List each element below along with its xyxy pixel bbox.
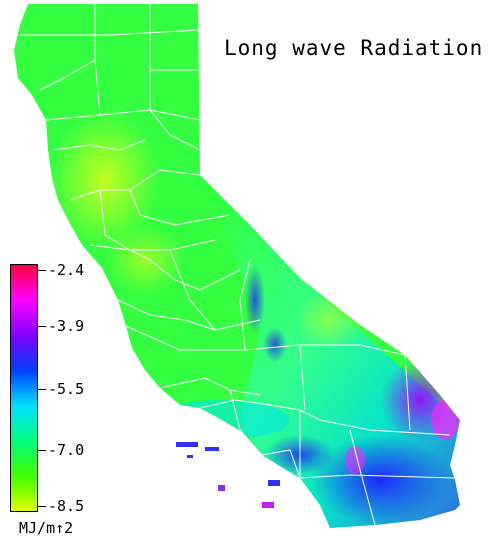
legend-label: -3.9 <box>48 317 85 335</box>
legend-tick <box>38 389 46 390</box>
color-scale-bar <box>10 264 38 512</box>
legend-units: MJ/m↑2 <box>19 519 74 537</box>
county-boundaries <box>20 4 456 526</box>
map-title: Long wave Radiation <box>224 36 484 60</box>
channel-islands <box>176 442 280 508</box>
legend-label-bottom: -8.5 <box>48 497 85 515</box>
legend-label: -5.5 <box>48 380 85 398</box>
radiation-field <box>50 110 460 528</box>
legend-label: -7.0 <box>48 441 85 459</box>
legend-label-top: -2.4 <box>48 261 85 279</box>
legend-tick <box>38 270 46 271</box>
legend-tick <box>38 450 46 451</box>
legend-tick <box>38 326 46 327</box>
legend-tick <box>38 506 46 507</box>
